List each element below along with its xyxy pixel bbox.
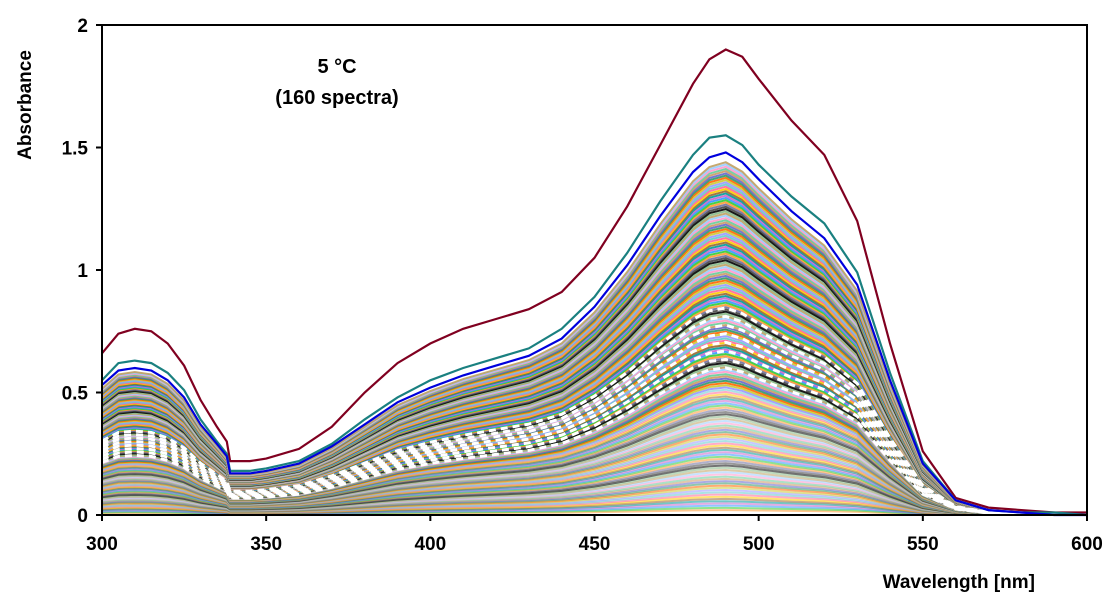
tick-labels: 300 350 400 450 500 550 600 0 0.5 1 1.5 2	[62, 16, 1103, 555]
dashed-spectra-lines	[101, 306, 1087, 517]
x-tick-label: 500	[743, 534, 775, 555]
y-tick-label: 1.5	[62, 139, 89, 160]
x-tick-label: 350	[250, 534, 282, 555]
x-tick-label: 400	[414, 534, 446, 555]
axis-ticks	[96, 24, 1088, 521]
temperature-annotation: 5 °C	[317, 56, 356, 78]
highlight-spectrum-line	[101, 134, 1088, 517]
dashed-spectrum-line	[101, 366, 1087, 517]
y-tick-label: 0	[77, 506, 88, 527]
x-tick-label: 600	[1071, 534, 1103, 555]
spectra-count-annotation: (160 spectra)	[275, 87, 398, 109]
highlight-spectrum-line	[101, 151, 1087, 517]
dashed-spectrum-line	[101, 332, 1087, 517]
spectrum-line	[101, 161, 1087, 516]
dashed-spectrum-line	[101, 306, 1087, 517]
y-tick-label: 2	[77, 16, 88, 37]
dashed-spectrum-line	[101, 314, 1087, 517]
x-axis-title: Wavelength [nm]	[883, 572, 1035, 593]
highlight-spectra-lines	[101, 48, 1088, 517]
dashed-spectrum-line	[101, 349, 1087, 517]
x-tick-label: 300	[86, 534, 118, 555]
y-axis-title: Absorbance	[15, 50, 36, 160]
x-tick-label: 450	[579, 534, 611, 555]
x-tick-label: 550	[907, 534, 939, 555]
y-tick-label: 1	[77, 261, 88, 282]
dashed-spectrum-line	[101, 357, 1087, 517]
dashed-spectrum-line	[101, 340, 1087, 517]
y-tick-label: 0.5	[62, 384, 89, 405]
highlight-spectrum-line	[101, 48, 1087, 514]
